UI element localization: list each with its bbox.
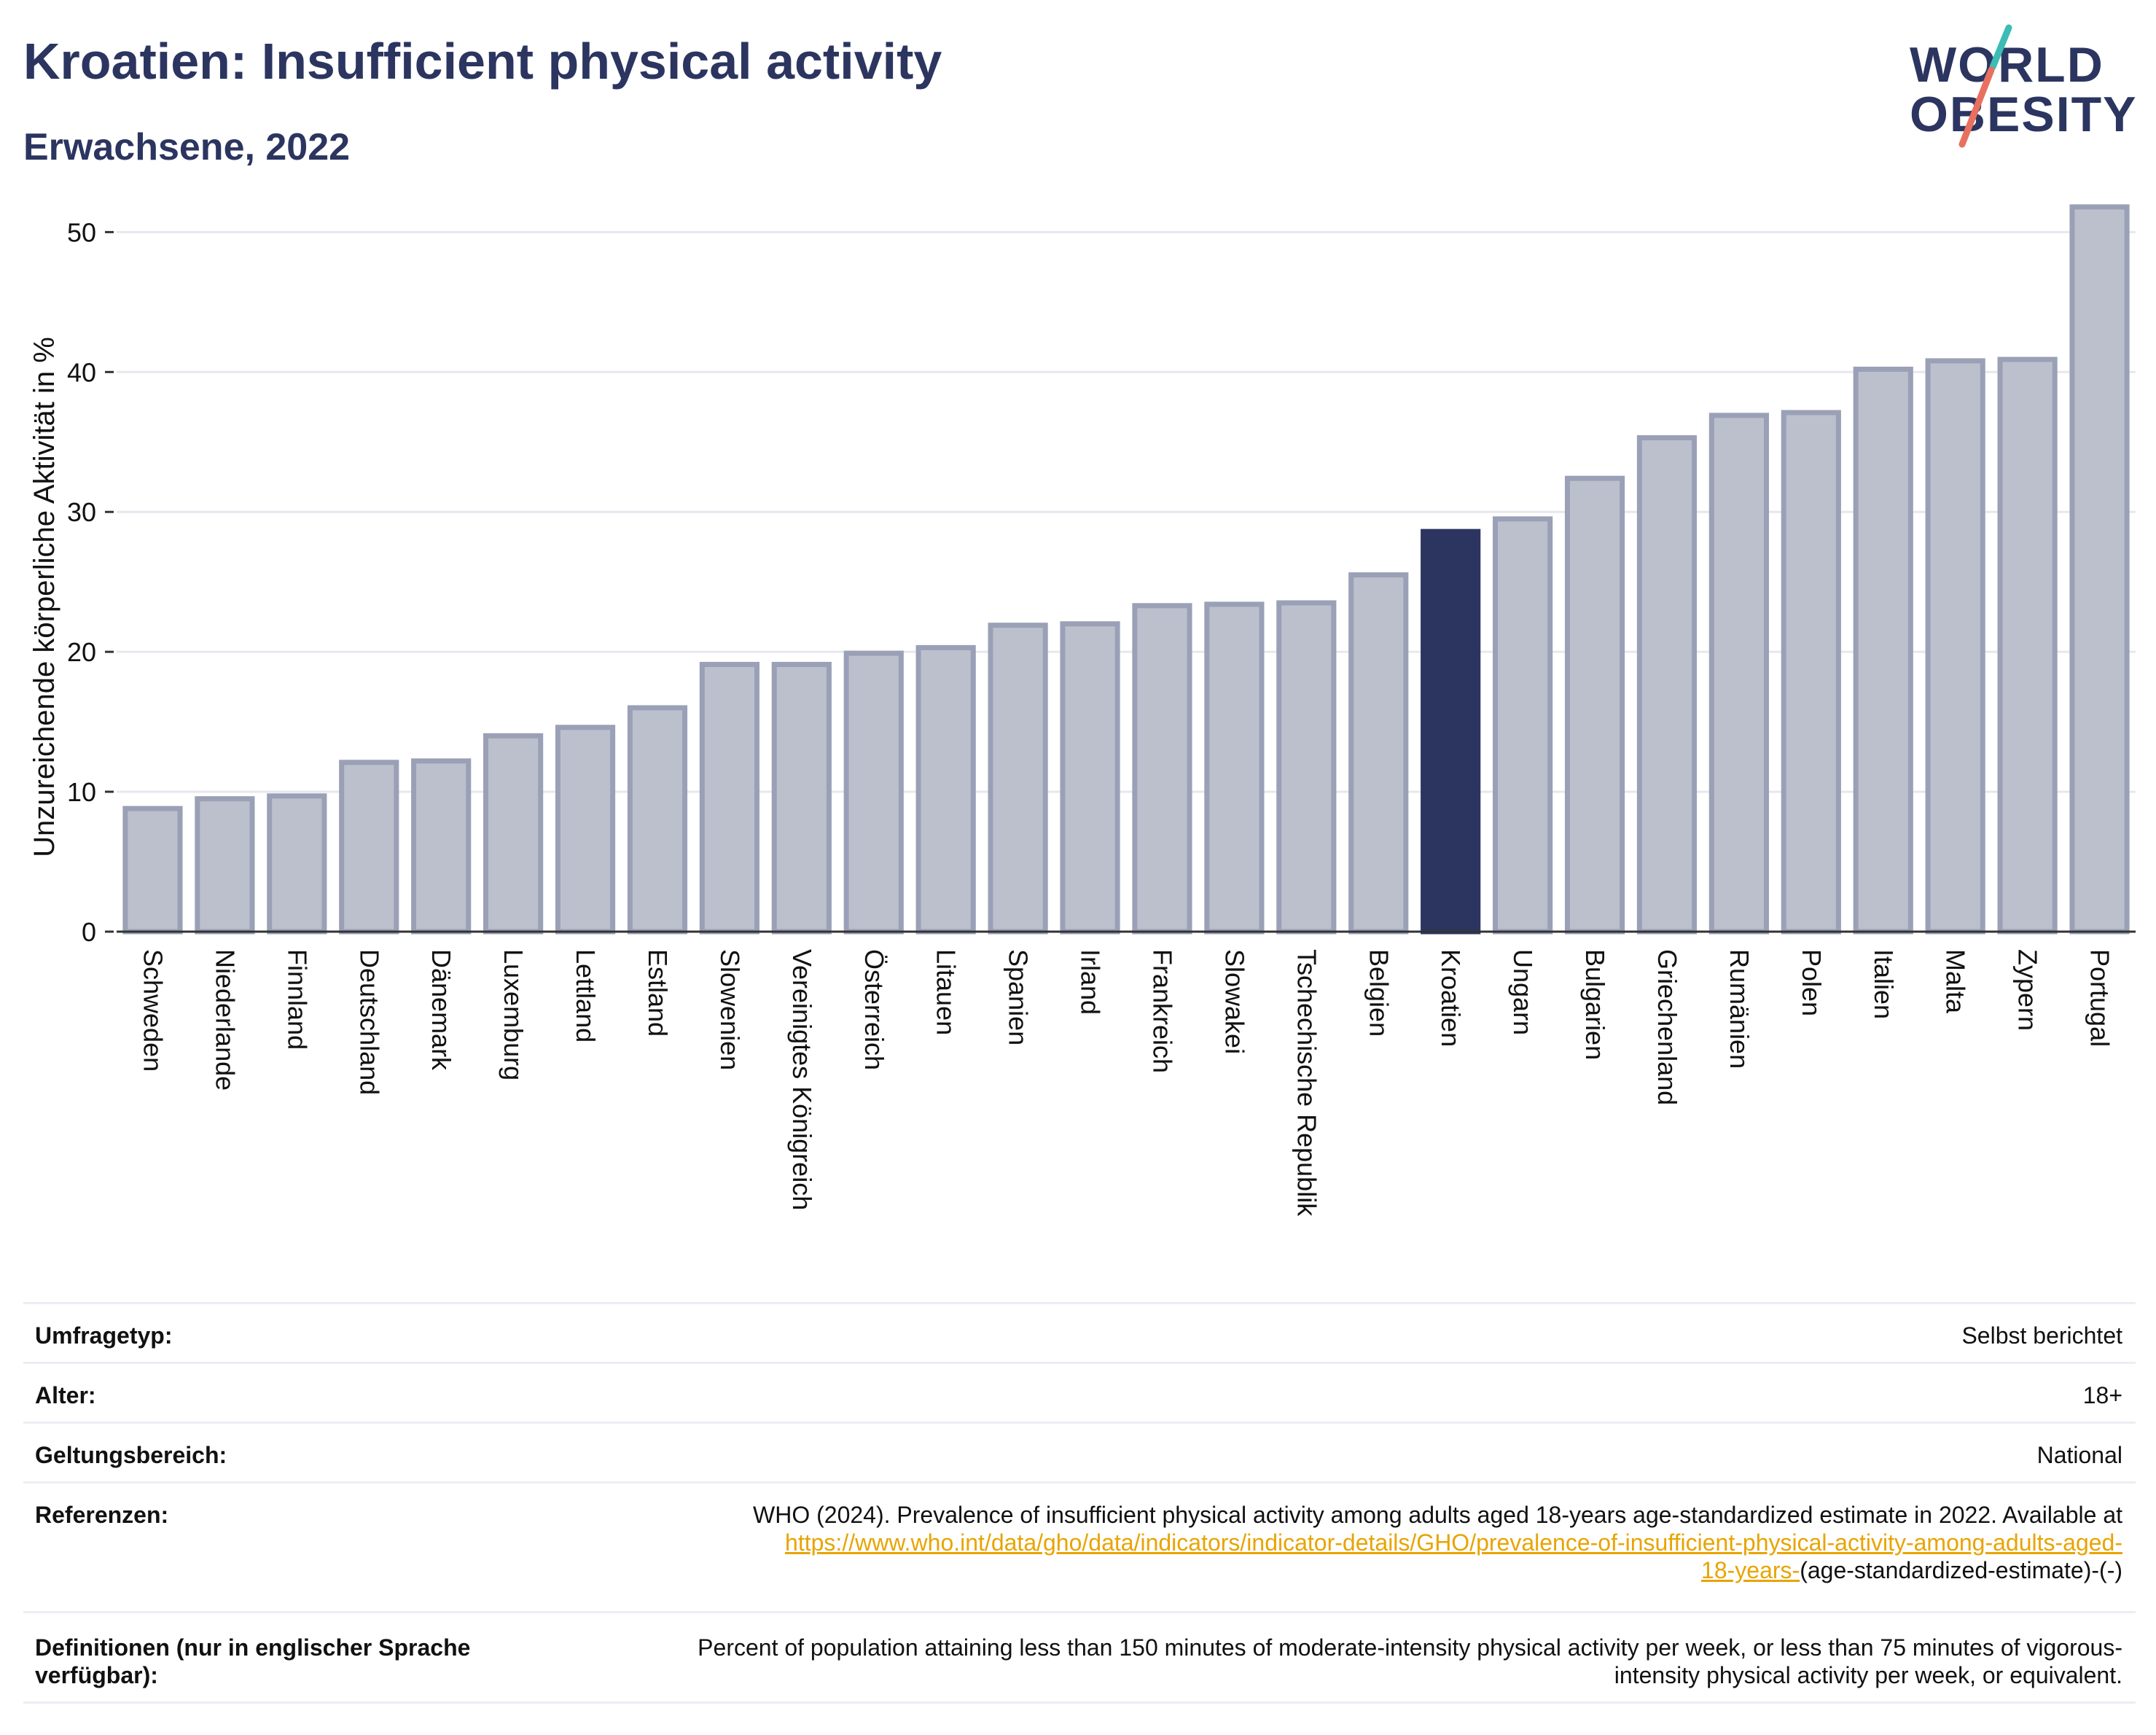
bar[interactable]	[1564, 475, 1625, 935]
x-tick-label: Estland	[643, 949, 673, 1037]
bar[interactable]	[122, 806, 183, 935]
x-axis-labels: Schweden Niederlande Finnland Deutschland Dä…	[138, 949, 2114, 1217]
age-label: Alter:	[35, 1382, 96, 1408]
x-tick-label: Bulgarien	[1580, 949, 1610, 1060]
x-tick-label: Finnland	[282, 949, 312, 1050]
x-tick-label: Slowenien	[715, 949, 745, 1070]
bar[interactable]	[195, 796, 255, 935]
bar[interactable]	[1781, 410, 1841, 935]
bar[interactable]	[1493, 516, 1553, 935]
x-tick-label: Deutschland	[354, 949, 384, 1095]
bar[interactable]	[339, 760, 399, 935]
info-table: Umfragetyp: Selbst berichtet Alter: 18+ …	[23, 1302, 2136, 1704]
x-tick-label: Malta	[1941, 949, 1971, 1014]
page-title: Kroatien: Insufficient physical activity	[23, 33, 942, 90]
y-tick-label: 10	[67, 777, 96, 807]
x-tick-label: Dänemark	[426, 949, 456, 1071]
references-value: WHO (2024). Prevalence of insufficient p…	[592, 1501, 2122, 1584]
bar[interactable]	[555, 725, 616, 935]
x-tick-label: Litauen	[931, 949, 961, 1035]
definitions-value: Percent of population attaining less tha…	[698, 1634, 2122, 1688]
bar[interactable]	[1132, 603, 1192, 935]
x-tick-label: Schweden	[138, 949, 168, 1072]
x-tick-label: Zypern	[2013, 949, 2043, 1031]
bars	[122, 204, 2130, 935]
age-value: 18+	[2082, 1382, 2122, 1408]
x-tick-label: Niederlande	[210, 949, 240, 1091]
bar[interactable]	[915, 644, 976, 935]
reference-suffix: (age-standardized-estimate)-(-)	[1800, 1557, 2122, 1583]
scope-value: National	[2036, 1442, 2122, 1468]
survey-label: Umfragetyp:	[35, 1322, 173, 1349]
bar[interactable]	[1997, 356, 2058, 935]
bar[interactable]	[1853, 366, 1913, 935]
x-tick-label: Slowakei	[1219, 949, 1249, 1054]
bar[interactable]	[483, 733, 544, 935]
bar[interactable]	[843, 650, 904, 935]
definitions-label: Definitionen (nur in englischer Sprache …	[35, 1634, 471, 1688]
bar[interactable]	[627, 705, 688, 935]
bar[interactable]	[1276, 600, 1337, 935]
x-tick-label: Belgien	[1364, 949, 1394, 1037]
bar[interactable]	[1925, 358, 1985, 935]
logo-word-2: OBESITY	[1910, 87, 2138, 142]
bar[interactable]	[1060, 621, 1120, 935]
bar[interactable]	[2069, 204, 2130, 935]
x-tick-label: Polen	[1797, 949, 1827, 1016]
bar[interactable]	[988, 623, 1048, 935]
bar[interactable]	[699, 661, 759, 935]
x-tick-label: Rumänien	[1725, 949, 1754, 1069]
references-label: Referenzen:	[35, 1502, 169, 1528]
x-tick-label: Kroatien	[1436, 949, 1466, 1047]
bar[interactable]	[1708, 413, 1769, 935]
survey-value: Selbst berichtet	[1961, 1322, 2122, 1349]
reference-link[interactable]: https://www.who.int/data/gho/data/indica…	[785, 1529, 2122, 1583]
logo-slash-icon	[1958, 24, 2012, 148]
x-tick-label: Ungarn	[1508, 949, 1538, 1035]
y-tick-label: 50	[67, 217, 96, 247]
bar[interactable]	[411, 758, 472, 935]
world-obesity-logo[interactable]: WORLD OBESITY	[1895, 22, 2143, 153]
y-tick-label: 40	[67, 357, 96, 387]
x-tick-label: Tschechische Republik	[1292, 949, 1321, 1217]
y-axis-ticks: 0 10 20 30 40 50	[67, 217, 114, 947]
info-row-references: Referenzen: WHO (2024). Prevalence of in…	[23, 1483, 2136, 1613]
x-tick-label: Italien	[1869, 949, 1899, 1019]
info-row-age: Alter: 18+	[23, 1364, 2136, 1424]
scope-label: Geltungsbereich:	[35, 1442, 227, 1468]
page-subtitle: Erwachsene, 2022	[23, 126, 351, 168]
bar[interactable]	[771, 661, 832, 935]
bar-chart: 0 10 20 30 40 50 Schweden Niederlande Finnland D…	[28, 204, 2136, 1217]
x-tick-label: Österreich	[859, 949, 889, 1070]
y-tick-label: 30	[67, 497, 96, 527]
y-tick-label: 0	[82, 917, 96, 947]
info-row-definitions: Definitionen (nur in englischer Sprache …	[23, 1613, 2136, 1704]
bar[interactable]	[1204, 601, 1265, 935]
bar[interactable]	[267, 793, 327, 935]
bar-highlight[interactable]	[1421, 529, 1481, 935]
bar[interactable]	[1348, 572, 1409, 935]
x-tick-label: Frankreich	[1147, 949, 1177, 1073]
x-tick-label: Portugal	[2085, 949, 2115, 1047]
x-tick-label: Spanien	[1004, 949, 1034, 1045]
x-tick-label: Griechenland	[1652, 949, 1682, 1105]
x-tick-label: Vereinigtes Königreich	[787, 949, 817, 1210]
bar[interactable]	[1636, 435, 1698, 935]
info-row-scope: Geltungsbereich: National	[23, 1424, 2136, 1483]
reference-text: WHO (2024). Prevalence of insufficient p…	[753, 1502, 2122, 1528]
logo-word-1: WORLD	[1910, 37, 2104, 93]
y-tick-label: 20	[67, 637, 96, 667]
info-row-survey: Umfragetyp: Selbst berichtet	[23, 1304, 2136, 1364]
x-tick-label: Irland	[1076, 949, 1106, 1015]
y-axis-label: Unzureichende körperliche Aktivität in %	[28, 337, 60, 857]
x-tick-label: Lettland	[571, 949, 601, 1042]
x-tick-label: Luxemburg	[499, 949, 528, 1080]
